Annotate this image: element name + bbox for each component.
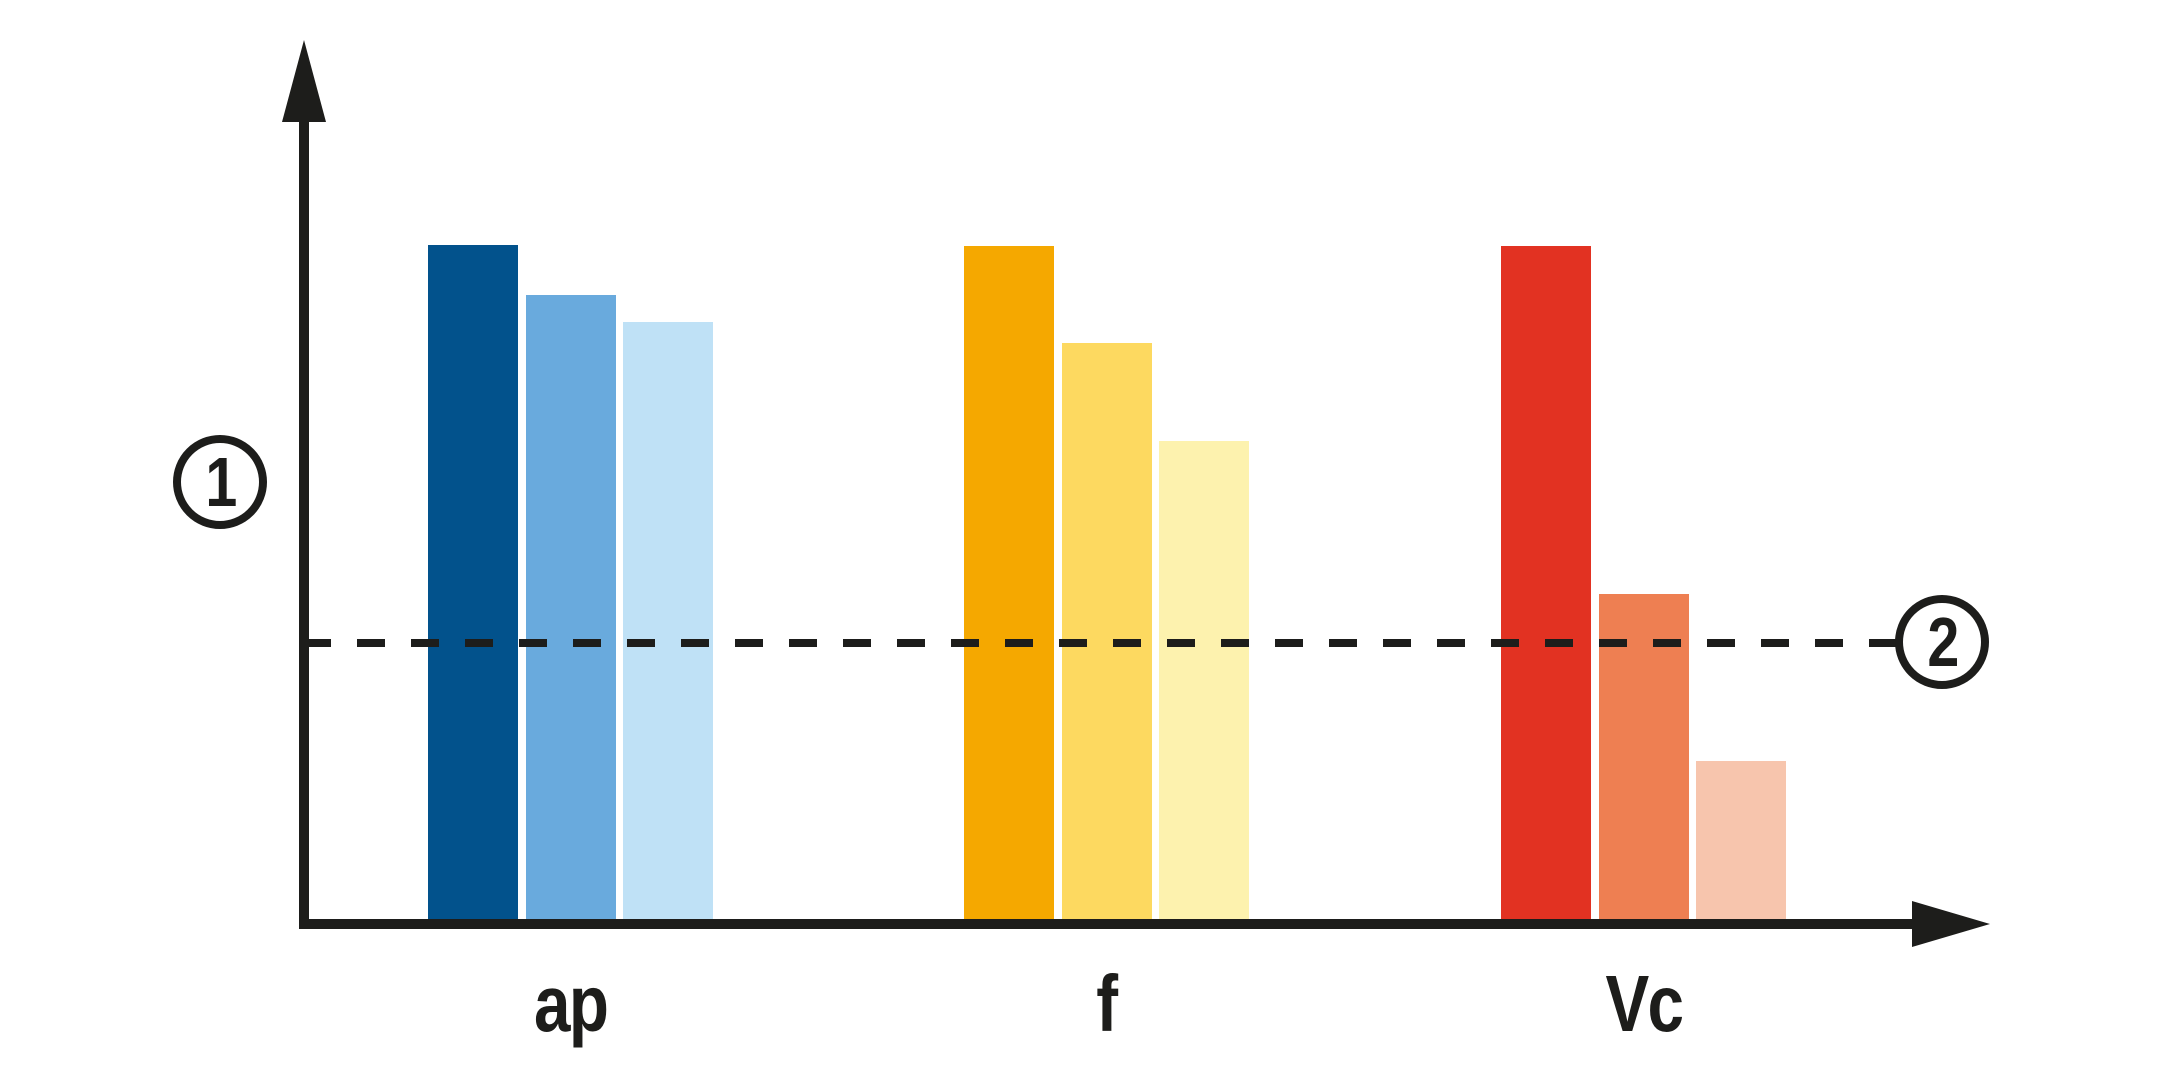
bar-f-1 <box>964 245 1054 924</box>
threshold-marker-label: 2 <box>1926 603 1959 681</box>
category-label-Vc: Vc <box>1494 964 1794 1064</box>
x-axis-line <box>299 919 1915 929</box>
bar-ap-3 <box>623 322 713 924</box>
y-axis-line <box>299 115 309 929</box>
bar-ap-1 <box>428 245 518 924</box>
bar-f-3 <box>1159 441 1249 924</box>
y-axis-marker-label: 1 <box>204 443 237 521</box>
bar-f-2 <box>1061 342 1152 924</box>
category-label-text: f <box>1096 959 1118 1048</box>
bar-Vc-2 <box>1598 594 1689 924</box>
x-axis-arrow-icon <box>1912 901 1990 947</box>
y-axis-marker-badge: 1 <box>173 435 267 529</box>
threshold-dashed-line <box>303 638 1896 647</box>
threshold-marker-badge: 2 <box>1895 595 1989 689</box>
bar-Vc-1 <box>1501 245 1591 924</box>
bar-ap-2 <box>525 295 616 924</box>
category-label-ap: ap <box>421 964 721 1064</box>
category-label-text: ap <box>533 959 609 1048</box>
y-axis-arrow-icon <box>282 40 326 122</box>
category-label-f: f <box>957 964 1257 1064</box>
bar-Vc-3 <box>1696 761 1786 924</box>
category-label-text: Vc <box>1605 959 1684 1048</box>
